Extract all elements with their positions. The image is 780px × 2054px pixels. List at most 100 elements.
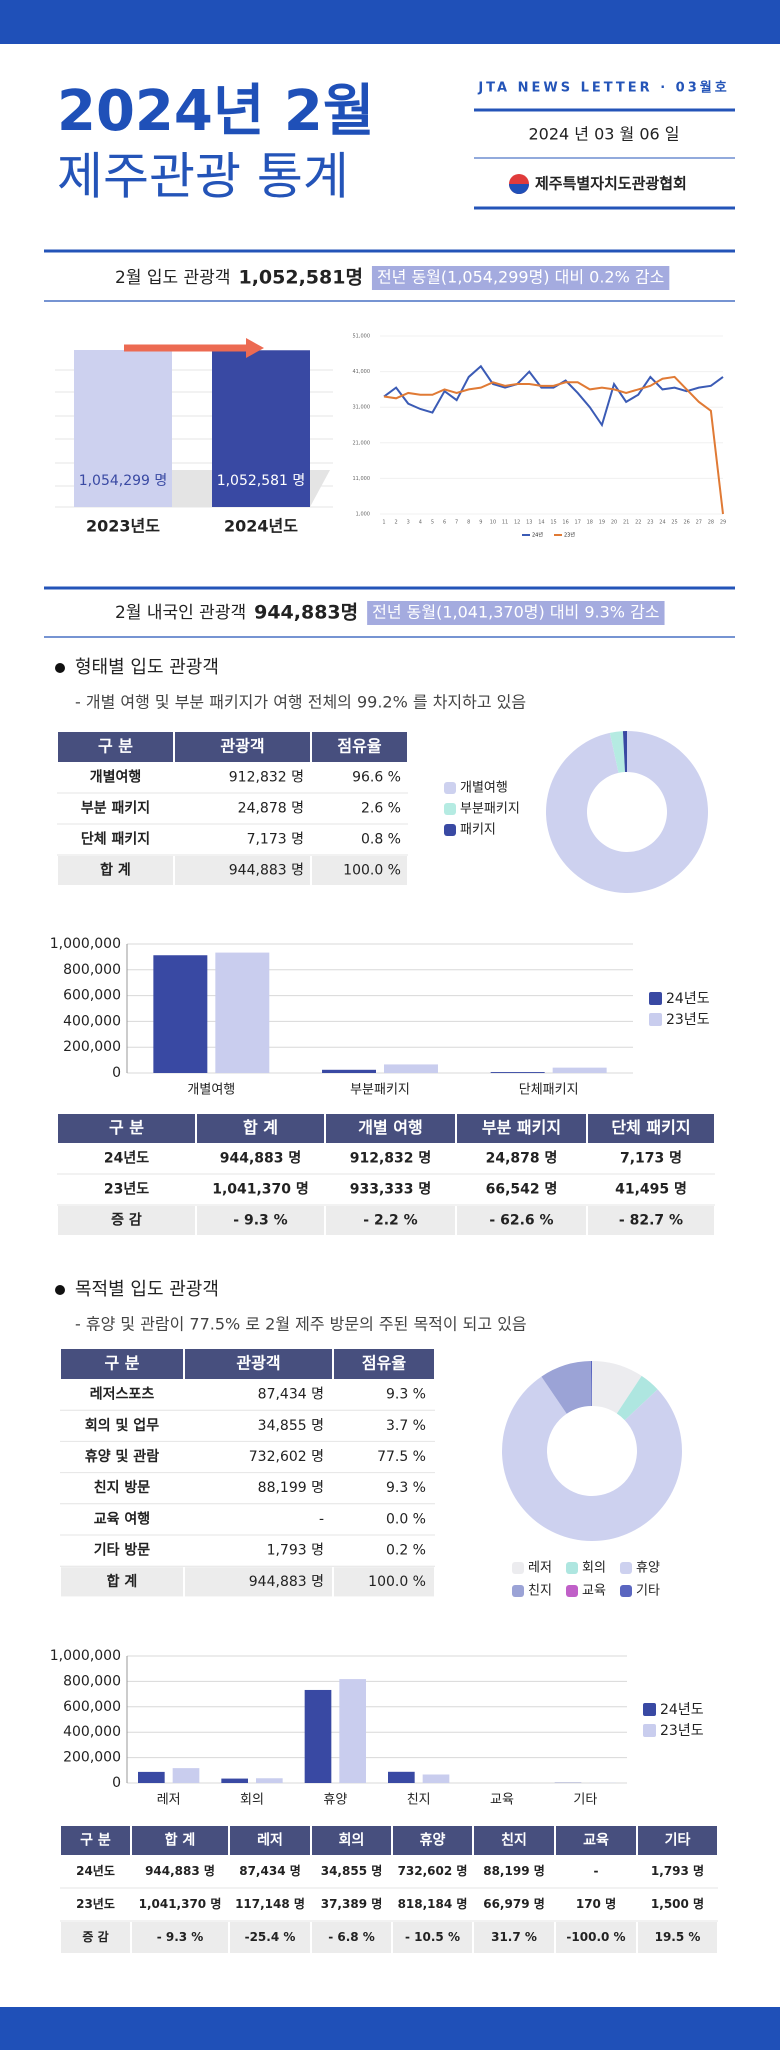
legend-label: 친지 <box>528 1584 552 1599</box>
y-tick-label: 51,000 <box>353 334 371 340</box>
x-tick-label: 25 <box>671 520 677 526</box>
legend-label: 부분패키지 <box>460 802 520 817</box>
line <box>384 377 723 514</box>
x-tick-label: 4 <box>419 520 422 526</box>
legend-label: 회의 <box>582 1561 606 1576</box>
data-label: 1,052,581 명 <box>217 473 306 489</box>
cell: 회의 및 업무 <box>85 1417 159 1434</box>
legend-swatch <box>444 803 456 815</box>
summary-count: 944,883명 <box>254 602 358 624</box>
header-label: 점유율 <box>362 1354 406 1373</box>
cell: 66,542 명 <box>486 1181 558 1198</box>
legend-swatch <box>620 1585 632 1597</box>
cell: 단체 패키지 <box>81 831 150 848</box>
cell: 944,883 명 <box>249 1574 324 1590</box>
cell: 23년도 <box>104 1182 149 1198</box>
y-tick-label: 600,000 <box>63 1699 121 1715</box>
line <box>384 366 723 425</box>
x-tick-label: 16 <box>562 520 568 526</box>
header-label: 합 계 <box>243 1118 278 1137</box>
y-tick-label: 0 <box>112 1065 121 1081</box>
x-tick-label: 개별여행 <box>187 1082 235 1098</box>
legend-label: 기타 <box>636 1584 660 1599</box>
x-tick-label: 27 <box>696 520 702 526</box>
cell: 교육 여행 <box>94 1510 150 1527</box>
y-tick-label: 31,000 <box>353 405 371 411</box>
x-tick-label: 6 <box>443 520 446 526</box>
bar <box>215 953 269 1073</box>
x-tick-label: 8 <box>467 520 470 526</box>
y-tick-label: 11,000 <box>353 476 371 482</box>
y-tick-label: 0 <box>112 1775 121 1791</box>
cell: 24,878 명 <box>238 801 304 817</box>
header-label: 교육 <box>583 1833 609 1849</box>
legend-swatch <box>512 1562 524 1574</box>
header-label: 구 분 <box>104 1354 139 1373</box>
x-tick-label: 10 <box>490 520 496 526</box>
cell: 88,199 명 <box>483 1864 545 1878</box>
newsletter: JTA NEWS LETTER · 03월호 <box>477 80 729 96</box>
logo <box>509 174 529 194</box>
cell: -25.4 % <box>245 1930 296 1944</box>
x-tick-label: 24 <box>659 520 665 526</box>
x-tick-label: 기타 <box>573 1793 597 1808</box>
cell: 부분 패키지 <box>81 801 150 817</box>
cell: 732,602 명 <box>249 1449 324 1465</box>
publisher: 제주특별자치도관광협회 <box>535 175 687 193</box>
x-tick-label: 29 <box>720 520 726 526</box>
cell: 친지 방문 <box>94 1479 151 1496</box>
legend-swatch <box>444 824 456 836</box>
cell: 개별여행 <box>90 769 142 786</box>
cell: - 62.6 % <box>489 1213 553 1229</box>
y-tick-label: 200,000 <box>63 1750 121 1766</box>
cell: 24년도 <box>76 1864 115 1878</box>
summary-comparison: 전년 동월(1,041,370명) 대비 9.3% 감소 <box>372 603 659 622</box>
cell: - 10.5 % <box>405 1930 460 1944</box>
x-tick-label: 14 <box>538 520 544 526</box>
header-label: 구 분 <box>98 737 133 756</box>
x-tick-label: 12 <box>514 520 520 526</box>
cell: 170 명 <box>576 1897 616 1911</box>
cell: 87,434 명 <box>239 1864 301 1878</box>
cell: - 9.3 % <box>233 1213 287 1229</box>
cell: 77.5 % <box>377 1449 426 1465</box>
date: 2024 년 03 월 06 일 <box>528 125 679 144</box>
legend-label: 23년도 <box>660 1723 704 1739</box>
cell: - <box>319 1511 324 1527</box>
cell: 합 계 <box>100 862 131 879</box>
cell: 34,855 명 <box>258 1418 324 1434</box>
cell: 기타 방문 <box>94 1542 151 1559</box>
x-tick-label: 2 <box>395 520 398 526</box>
x-tick-label: 2023년도 <box>86 517 160 536</box>
x-tick-label: 레저 <box>157 1793 181 1808</box>
bullet <box>55 663 65 673</box>
cell: - 6.8 % <box>328 1930 375 1944</box>
x-tick-label: 19 <box>599 520 605 526</box>
x-tick-label: 2024년도 <box>224 517 298 536</box>
x-tick-label: 22 <box>635 520 641 526</box>
cell: 3.7 % <box>386 1418 426 1434</box>
cell: - 9.3 % <box>157 1930 204 1944</box>
cell: 1,793 명 <box>267 1543 324 1559</box>
legend-swatch <box>649 1013 662 1026</box>
section-note: - 개별 여행 및 부분 패키지가 여행 전체의 99.2% 를 차지하고 있음 <box>75 693 526 712</box>
header-label: 점유율 <box>337 737 381 756</box>
cell: 23년도 <box>76 1897 115 1911</box>
cell: 66,979 명 <box>483 1897 545 1911</box>
bar <box>153 955 207 1073</box>
cell: -100.0 % <box>566 1930 625 1944</box>
x-tick-label: 부분패키지 <box>350 1083 410 1098</box>
cell: 증 감 <box>111 1212 142 1229</box>
cell: 0.2 % <box>386 1543 426 1559</box>
cell: 41,495 명 <box>615 1181 687 1198</box>
cell: 24,878 명 <box>486 1150 558 1167</box>
legend-swatch <box>649 992 662 1005</box>
bar <box>339 1679 366 1783</box>
legend-label: 24년도 <box>660 1702 704 1718</box>
cell: 2.6 % <box>361 801 401 817</box>
bullet <box>55 1285 65 1295</box>
x-tick-label: 1 <box>382 520 385 526</box>
bar <box>173 1768 200 1783</box>
legend-label: 23년도 <box>666 1012 710 1028</box>
